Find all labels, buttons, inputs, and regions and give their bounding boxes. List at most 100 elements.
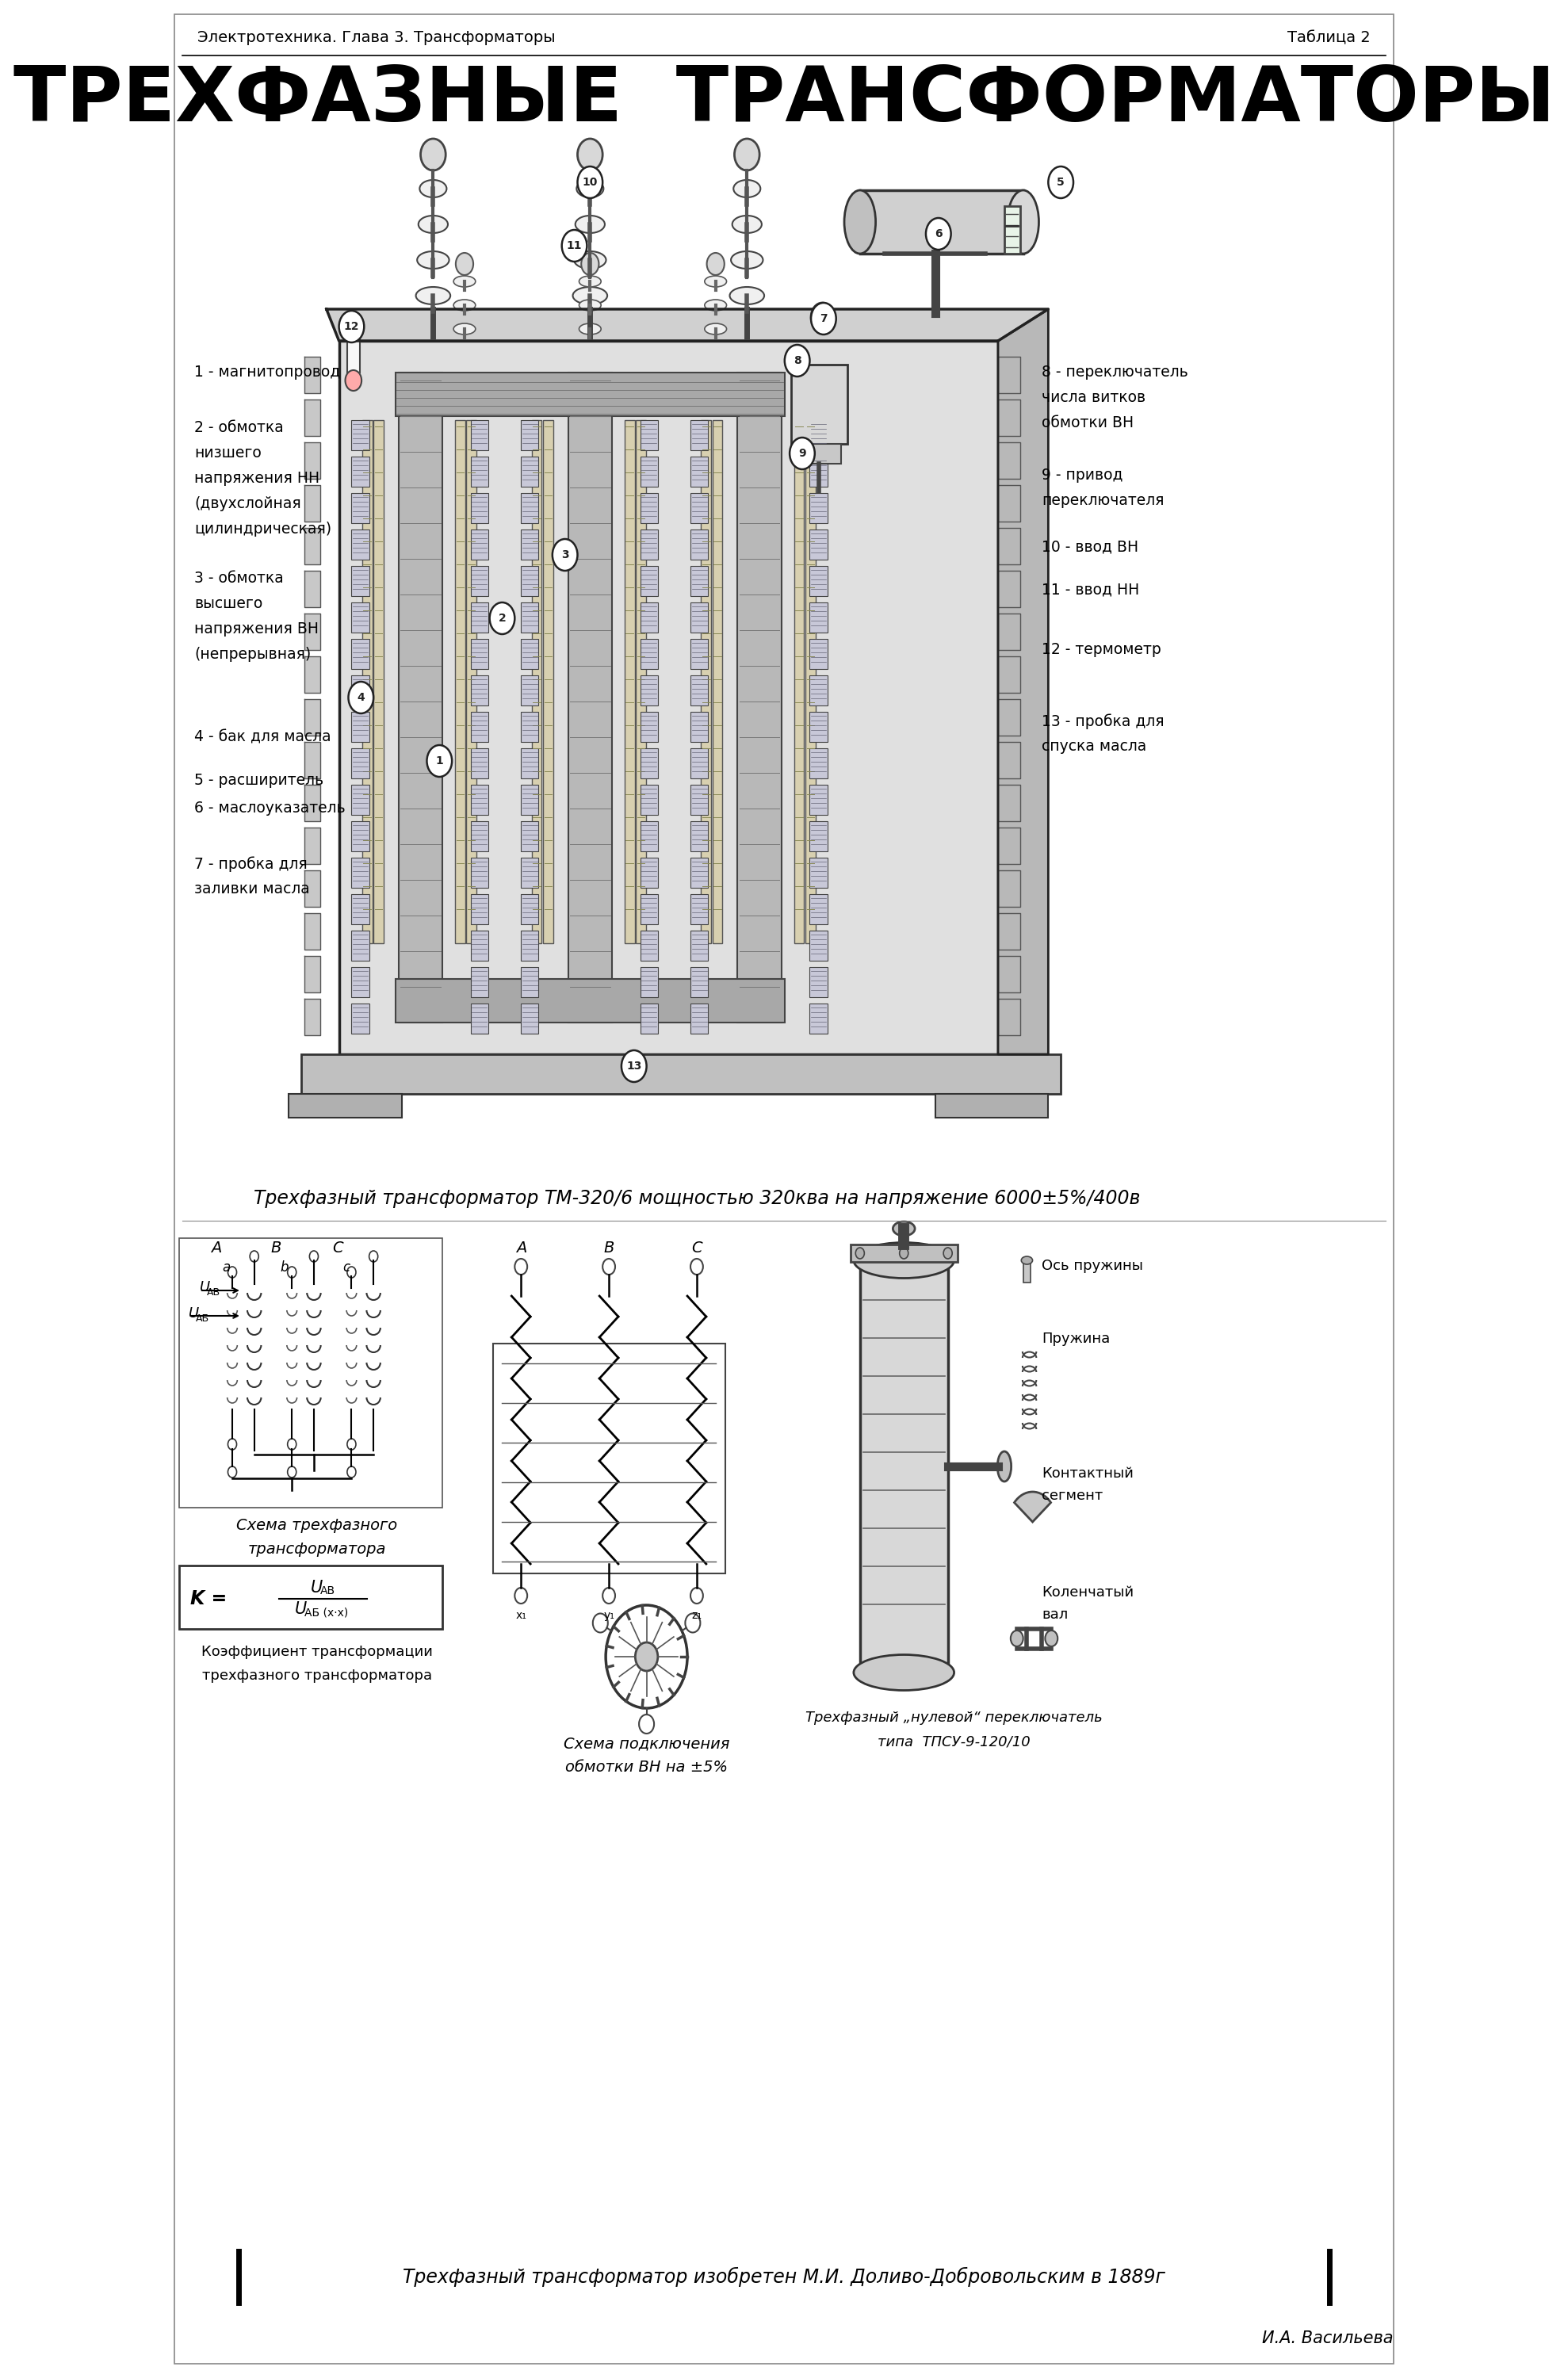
Ellipse shape [704, 276, 726, 288]
Circle shape [734, 138, 759, 171]
Circle shape [420, 138, 445, 171]
Bar [470, 457, 488, 487]
Bar [809, 858, 828, 887]
Bar [737, 373, 781, 1023]
Text: заливки масла: заливки масла [194, 882, 310, 897]
Polygon shape [999, 309, 1049, 1053]
Bar [470, 820, 488, 851]
Bar [470, 894, 488, 925]
Circle shape [602, 1258, 615, 1275]
Circle shape [347, 1467, 356, 1477]
Bar [521, 968, 538, 996]
Polygon shape [999, 528, 1021, 564]
Ellipse shape [892, 1222, 914, 1237]
Text: Схема трехфазного: Схема трехфазного [237, 1517, 398, 1534]
Ellipse shape [704, 300, 726, 312]
Ellipse shape [704, 323, 726, 335]
Text: B: B [604, 1241, 615, 1256]
Polygon shape [326, 309, 1049, 340]
Polygon shape [304, 614, 320, 649]
Bar [347, 328, 359, 373]
Text: АБ: АБ [196, 1313, 210, 1325]
Text: спуска масла: спуска масла [1043, 740, 1146, 754]
Text: АВ: АВ [320, 1586, 336, 1596]
Bar [640, 492, 659, 523]
Circle shape [1049, 166, 1074, 197]
Bar [179, 1565, 442, 1629]
Bar [1024, 1260, 1030, 1282]
Bar [532, 421, 541, 944]
Bar [809, 492, 828, 523]
Text: 5 - расширитель: 5 - расширитель [194, 773, 325, 787]
Bar [809, 640, 828, 668]
Circle shape [514, 1258, 527, 1275]
Bar [470, 711, 488, 742]
Bar [690, 930, 709, 961]
Text: И.А. Васильева: И.А. Васильева [1262, 2330, 1392, 2347]
Polygon shape [304, 785, 320, 820]
Circle shape [856, 1248, 864, 1258]
Text: Трехфазный трансформатор изобретен М.И. Доливо-Добровольским в 1889г: Трехфазный трансформатор изобретен М.И. … [390, 2266, 1178, 2288]
Text: (непрерывная): (непрерывная) [194, 647, 312, 661]
Bar [690, 968, 709, 996]
Circle shape [602, 1589, 615, 1603]
Bar [521, 421, 538, 449]
Bar [640, 749, 659, 778]
Text: 11: 11 [566, 240, 582, 252]
Bar [470, 675, 488, 706]
Circle shape [811, 302, 834, 331]
Text: Трехфазный „нулевой“ переключатель: Трехфазный „нулевой“ переключатель [806, 1710, 1102, 1724]
Ellipse shape [1021, 1256, 1033, 1265]
Bar [351, 1004, 368, 1034]
Bar [1005, 207, 1021, 254]
Text: 11 - ввод НН: 11 - ввод НН [1043, 583, 1140, 597]
Circle shape [635, 1643, 659, 1672]
Circle shape [790, 438, 815, 468]
Ellipse shape [417, 252, 448, 269]
Ellipse shape [579, 276, 601, 288]
Circle shape [685, 1612, 701, 1631]
Circle shape [944, 1248, 952, 1258]
Bar [521, 640, 538, 668]
Bar [521, 930, 538, 961]
Bar [637, 421, 646, 944]
Bar [712, 421, 723, 944]
Circle shape [339, 312, 364, 342]
Bar [690, 820, 709, 851]
Polygon shape [999, 614, 1021, 649]
Bar [809, 530, 828, 559]
Bar [301, 1053, 1062, 1094]
Bar [492, 1344, 724, 1574]
Circle shape [249, 1251, 259, 1263]
Bar [640, 457, 659, 487]
Text: 6: 6 [935, 228, 942, 240]
Polygon shape [304, 656, 320, 692]
Circle shape [347, 1439, 356, 1451]
Text: АВ: АВ [207, 1286, 221, 1298]
Polygon shape [304, 357, 320, 392]
Text: A: A [516, 1241, 527, 1256]
Ellipse shape [1008, 190, 1040, 254]
Bar [701, 421, 712, 944]
Circle shape [561, 231, 586, 262]
Text: 10 - ввод ВН: 10 - ввод ВН [1043, 540, 1138, 554]
Circle shape [347, 1267, 356, 1277]
Text: z₁: z₁ [691, 1610, 702, 1622]
Polygon shape [999, 913, 1021, 949]
Bar [521, 602, 538, 633]
Text: 3: 3 [561, 549, 569, 561]
Ellipse shape [572, 288, 607, 304]
Polygon shape [304, 913, 320, 949]
Polygon shape [304, 956, 320, 992]
Text: числа витков: числа витков [1043, 390, 1146, 404]
Circle shape [900, 1248, 908, 1258]
Bar [809, 785, 828, 816]
Circle shape [577, 138, 602, 171]
Text: y₁: y₁ [604, 1610, 615, 1622]
Ellipse shape [853, 1655, 953, 1691]
Bar [935, 1094, 1049, 1118]
Circle shape [227, 1267, 237, 1277]
Circle shape [621, 1051, 646, 1082]
Polygon shape [304, 742, 320, 778]
Circle shape [593, 1612, 608, 1631]
